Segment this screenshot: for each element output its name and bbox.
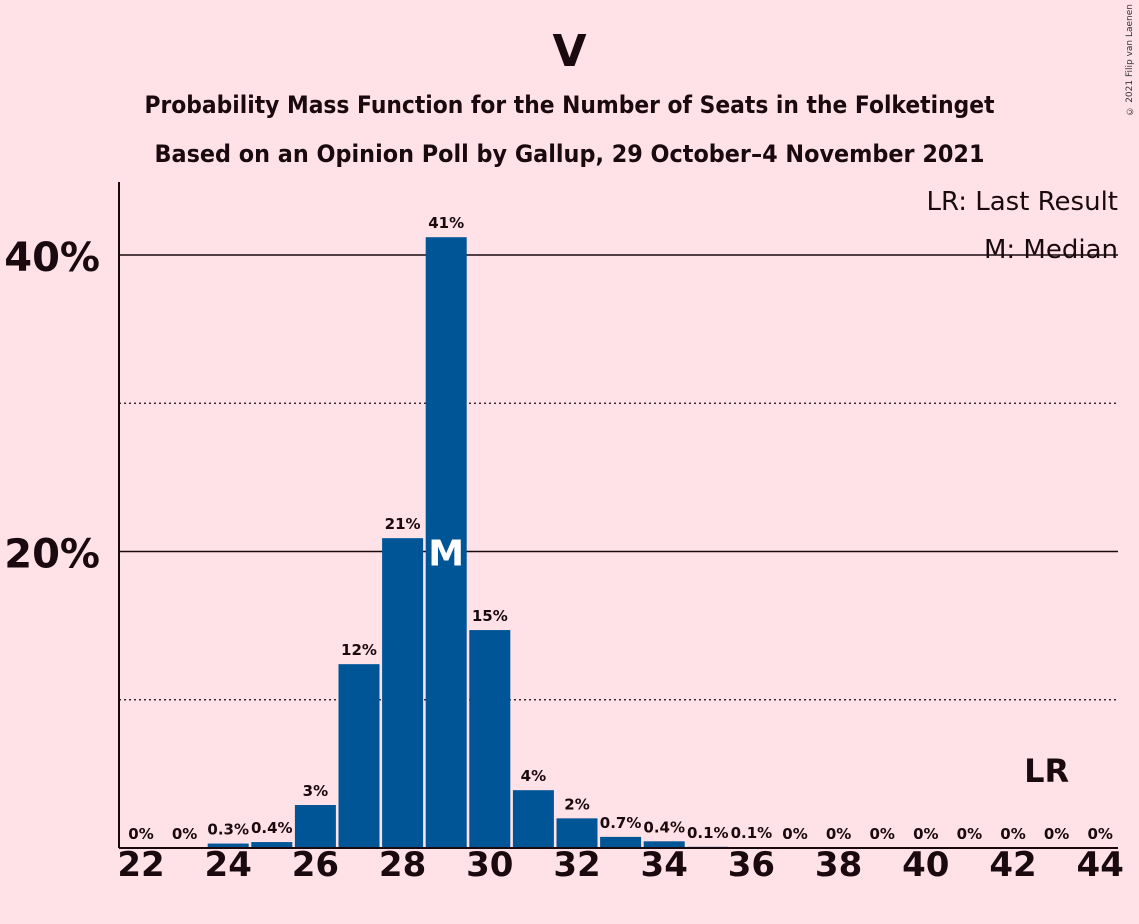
chart-subtitle-2: Based on an Opinion Poll by Gallup, 29 O… xyxy=(155,140,985,168)
bar xyxy=(294,805,336,848)
bar xyxy=(251,842,293,848)
x-tick-label: 36 xyxy=(728,845,775,885)
x-tick-label: 26 xyxy=(292,845,339,885)
bar xyxy=(338,664,380,848)
x-tick-label: 22 xyxy=(117,845,164,885)
bar xyxy=(425,237,467,848)
x-tick-label: 42 xyxy=(989,845,1036,885)
chart-title: V xyxy=(552,26,586,77)
median-marker: M xyxy=(428,534,464,575)
copyright-note: © 2021 Filip van Laenen xyxy=(1125,4,1135,116)
bar-value-label: 0.1% xyxy=(687,824,729,842)
bar xyxy=(512,790,554,848)
bar xyxy=(207,843,249,848)
legend-last-result: LR: Last Result xyxy=(926,187,1118,217)
legend-median: M: Median xyxy=(984,235,1118,265)
bar-value-label: 0.3% xyxy=(207,821,249,839)
bar-value-label: 0% xyxy=(128,825,153,843)
x-tick-label: 38 xyxy=(815,845,862,885)
bar-value-label: 0% xyxy=(826,825,851,843)
bar-value-label: 0% xyxy=(869,825,894,843)
bar-value-label: 0% xyxy=(1000,825,1025,843)
bar-value-label: 0% xyxy=(172,825,197,843)
bar-value-label: 0.4% xyxy=(643,818,685,836)
bar-value-label: 0.1% xyxy=(731,824,773,842)
bar-value-label: 12% xyxy=(341,641,377,659)
bar-value-label: 0% xyxy=(1044,825,1069,843)
chart-subtitle-1: Probability Mass Function for the Number… xyxy=(145,91,995,119)
x-tick-label: 28 xyxy=(379,845,426,885)
bar-value-label: 0% xyxy=(913,825,938,843)
bar xyxy=(643,841,685,848)
x-tick-label: 40 xyxy=(902,845,949,885)
y-tick-label: 20% xyxy=(4,532,100,578)
bar xyxy=(600,836,642,848)
x-tick-label: 24 xyxy=(205,845,252,885)
bar xyxy=(469,630,511,848)
bar-value-label: 0.4% xyxy=(251,819,293,837)
bar-value-label: 0.7% xyxy=(600,814,642,832)
bar-value-label: 2% xyxy=(564,795,589,813)
bar-value-label: 41% xyxy=(428,214,464,232)
bar xyxy=(382,538,424,848)
x-tick-label: 34 xyxy=(641,845,688,885)
x-tick-label: 30 xyxy=(466,845,513,885)
x-tick-label: 44 xyxy=(1077,845,1124,885)
bar-value-label: 15% xyxy=(472,607,508,625)
bar-value-label: 21% xyxy=(385,515,421,533)
y-tick-label: 40% xyxy=(4,235,100,281)
bar-value-label: 0% xyxy=(782,825,807,843)
bar-value-label: 3% xyxy=(303,782,328,800)
bar-value-label: 0% xyxy=(957,825,982,843)
x-tick-label: 32 xyxy=(553,845,600,885)
bar-value-label: 0% xyxy=(1087,825,1112,843)
bar xyxy=(556,818,598,848)
last-result-marker: LR xyxy=(1024,752,1069,790)
bar-value-label: 4% xyxy=(521,767,546,785)
